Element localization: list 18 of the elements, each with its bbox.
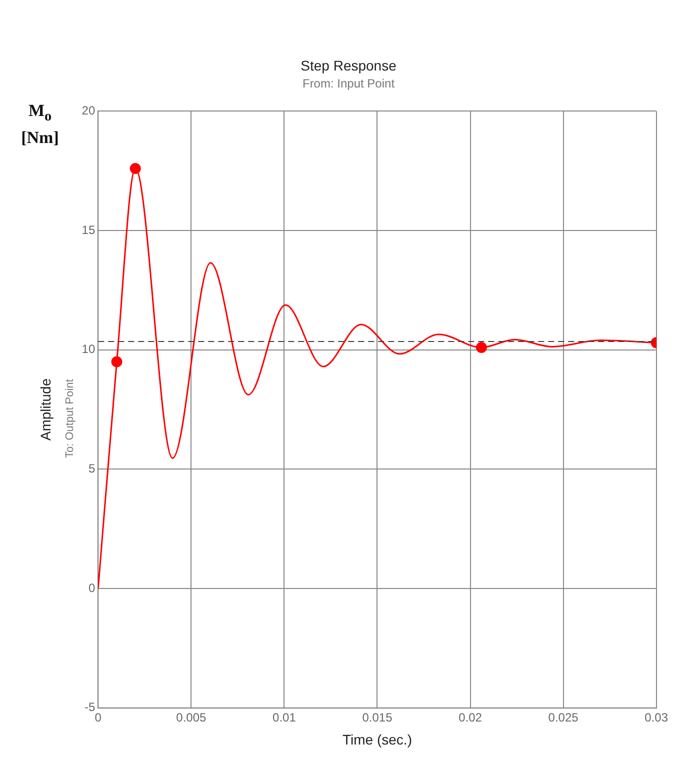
x-tick-label: 0.01 [272,710,296,724]
text: M$_{o}$ [Nm] [20,100,60,150]
y-tick-label: 5 [88,461,96,476]
x-tick-label: 0.015 [362,710,393,724]
x-tick-label: 0.005 [176,710,207,724]
x-axis-title: Time (sec.) [342,731,412,748]
text: To: Output Point [64,379,76,458]
x-tick-label: 0.03 [644,710,668,724]
y-axis-title: Amplitude [37,378,54,441]
y-tick-label: -5 [84,700,96,714]
y-tick-label: 0 [88,580,96,595]
x-tick-label: 0.025 [548,710,579,724]
chart-title: Step Response [300,57,397,74]
y-tick-label: 20 [82,104,96,118]
x-tick-label: 0.02 [458,710,482,724]
y-tick-label: 15 [82,222,96,237]
chart-subtitle: From: Input Point [302,76,396,90]
y-tick-label: 10 [82,342,96,356]
